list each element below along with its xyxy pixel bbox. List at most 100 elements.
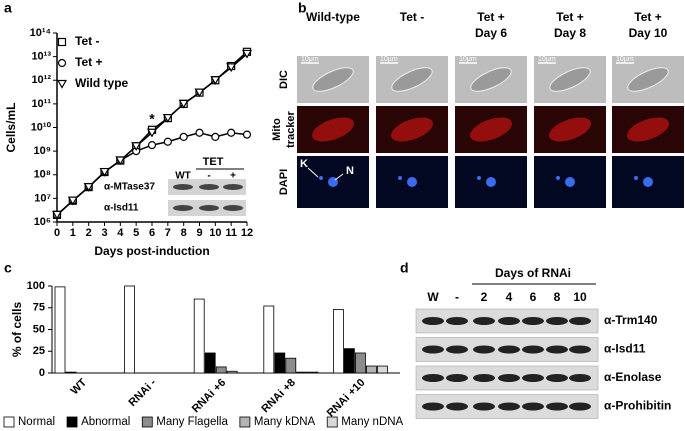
data-point: [241, 49, 253, 59]
data-point: [211, 132, 220, 142]
data-point: [195, 128, 204, 137]
column-header: Day 8: [554, 26, 586, 40]
bar: [215, 366, 227, 374]
x-tick-label: 5: [133, 227, 139, 239]
legend-swatch: [141, 416, 153, 428]
bar: [354, 352, 366, 374]
legend-label: Many nDNA: [341, 416, 403, 428]
bar: [365, 365, 377, 374]
blot-band: [173, 184, 193, 190]
column-header: Tet +: [477, 10, 504, 24]
blot-lane-label: WT: [175, 171, 191, 182]
blot-header: TET: [203, 156, 224, 168]
cell-shape: [549, 67, 591, 92]
blot-lane-label: +: [230, 171, 236, 182]
bar: [376, 365, 388, 374]
data-point: [226, 63, 237, 73]
x-tick-label: 11: [225, 227, 237, 239]
data-point: [131, 142, 142, 152]
column-header: Tet +: [556, 10, 583, 24]
legend-swatch: [3, 416, 15, 428]
y-tick-label: 10⁶: [34, 216, 51, 228]
data-point: [147, 140, 157, 150]
y-tick-label: 10⁸: [34, 169, 51, 181]
nucleus: [486, 177, 496, 187]
kinetoplast: [477, 176, 481, 180]
blot-lane-label: 2: [481, 290, 488, 304]
bar: [124, 285, 135, 374]
blot-band: [522, 402, 544, 411]
legend-swatch: [326, 416, 338, 428]
blot-band: [546, 317, 568, 325]
blot-band: [422, 345, 444, 354]
row-label: DAPI: [278, 169, 290, 195]
column-header: Tet -: [400, 10, 424, 24]
blot-lane-label: W: [427, 290, 439, 304]
blot-band: [546, 345, 568, 354]
data-point: [178, 99, 189, 109]
scale-label: 10μm: [459, 56, 477, 63]
x-tick-label: 3: [101, 227, 107, 239]
blot-band: [498, 317, 520, 325]
marker-arrow: [307, 167, 319, 178]
bar: [263, 305, 275, 374]
y-tick-label: 100: [27, 280, 45, 292]
y-tick-label: 25: [33, 345, 45, 357]
column-header: Wild-type: [306, 10, 360, 24]
scale-label: 10μm: [380, 56, 398, 63]
blot-band: [446, 402, 468, 411]
y-tick-label: 50: [33, 323, 45, 335]
annotation: *: [149, 110, 155, 126]
blot-band: [173, 205, 193, 211]
blot-lane-label: -: [455, 290, 459, 304]
row-label: Mito: [271, 118, 283, 141]
cell-shape: [470, 67, 512, 92]
legend-label: Normal: [18, 416, 55, 428]
blot-band: [223, 205, 243, 211]
bar: [332, 309, 344, 374]
bar: [296, 371, 308, 374]
legend-label: Wild type: [75, 76, 129, 90]
blot-band: [569, 317, 591, 325]
panel-letter: b: [298, 0, 307, 16]
column-header: Tet +: [634, 10, 661, 24]
bar: [343, 348, 355, 374]
cell-shape: [312, 67, 354, 92]
cell-shape: [627, 67, 669, 92]
kinetoplast: [634, 176, 638, 180]
data-point: [146, 128, 158, 138]
bar: [65, 371, 77, 374]
x-tick-label: RNAi +8: [259, 377, 298, 416]
nucleus: [565, 177, 575, 187]
blot-band: [522, 317, 544, 325]
y-tick-label: 75: [33, 302, 45, 314]
marker-label: N: [346, 165, 354, 177]
blot-band: [473, 317, 495, 325]
data-point: [115, 156, 126, 166]
blot-band: [498, 374, 520, 382]
blot-band: [199, 184, 219, 190]
y-axis-label: Cells/mL: [4, 102, 18, 152]
bar: [307, 371, 319, 374]
mito-signal: [470, 117, 512, 142]
data-point: [242, 130, 252, 139]
data-point: [227, 128, 236, 137]
panel-letter: a: [4, 0, 12, 16]
kinetoplast: [319, 176, 323, 180]
mito-signal: [391, 117, 433, 142]
bar: [54, 286, 66, 374]
blot-band: [569, 374, 591, 382]
x-tick-label: 8: [181, 227, 187, 239]
blot-band: [446, 345, 468, 354]
data-point: [179, 132, 188, 142]
blot-lane-label: 4: [506, 290, 513, 304]
blot-band: [473, 402, 495, 411]
blot-band: [498, 402, 520, 411]
blot-band: [422, 317, 444, 325]
x-tick-label: 7: [165, 227, 171, 239]
blot-header: Days of RNAi: [495, 266, 571, 280]
blot-lane-label: 8: [554, 290, 561, 304]
panel-letter: c: [4, 260, 12, 276]
legend-marker: [57, 37, 67, 47]
marker-arrow: [334, 173, 344, 181]
